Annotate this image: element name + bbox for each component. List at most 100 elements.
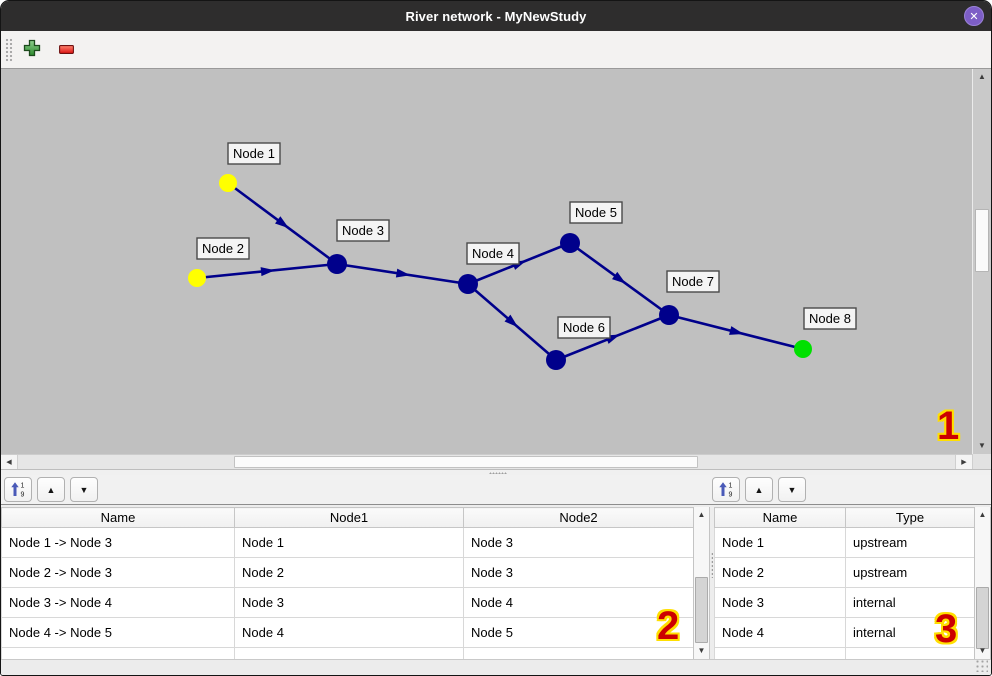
table-cell[interactable]: Node 4 <box>463 587 693 618</box>
table-cell[interactable]: Node 4 <box>714 617 846 648</box>
river-node[interactable] <box>327 254 347 274</box>
node-label-box[interactable] <box>569 201 623 224</box>
table-cell[interactable]: Node 1 -> Node 3 <box>1 527 235 558</box>
table-cell[interactable]: Node 3 <box>463 527 693 558</box>
panel-drag-handle[interactable] <box>710 505 714 659</box>
svg-text:1: 1 <box>729 482 733 489</box>
panel-splitter[interactable] <box>1 469 991 475</box>
table-cell[interactable]: Node 4 -> Node 5 <box>1 617 235 648</box>
close-icon: ✕ <box>969 10 979 23</box>
table-cell[interactable]: internal <box>845 587 974 618</box>
node-label-box[interactable] <box>227 142 281 165</box>
scroll-right-icon[interactable]: ▶ <box>955 455 972 469</box>
node-label-box[interactable] <box>803 307 857 330</box>
river-node[interactable] <box>560 233 580 253</box>
river-node[interactable] <box>458 274 478 294</box>
canvas-vertical-scrollbar[interactable]: ▲ ▼ <box>972 69 991 454</box>
branches-table[interactable]: Name Node1 Node2 Node 1 -> Node 3 Node 1 Node… <box>1 507 693 659</box>
scroll-up-icon[interactable]: ▲ <box>978 510 987 519</box>
node-label-box[interactable] <box>666 270 720 293</box>
table-cell[interactable]: Node 3 -> Node 4 <box>1 587 235 618</box>
drag-handle-dots <box>711 552 713 578</box>
node-label-box[interactable] <box>196 237 250 260</box>
network-svg[interactable]: Node 1 Node 2 Node 3 Node 4 Node 5 Node 6 Node… <box>1 69 972 454</box>
scroll-down-icon[interactable]: ▼ <box>978 646 987 655</box>
window-title: River network - MyNewStudy <box>405 8 587 24</box>
branches-table-scrollbar[interactable]: ▲ ▼ <box>693 507 710 659</box>
river-node[interactable] <box>794 340 812 358</box>
branches-table-panel: Name Node1 Node2 Node 1 -> Node 3 Node 1 Node… <box>1 507 693 659</box>
table-row-empty <box>1 647 693 659</box>
river-node[interactable] <box>546 350 566 370</box>
scroll-left-icon[interactable]: ◀ <box>1 455 18 469</box>
column-header-name[interactable]: Name <box>714 507 846 528</box>
column-header-type[interactable]: Type <box>845 507 974 528</box>
node-label: Node 4 <box>472 246 514 261</box>
column-header-node2[interactable]: Node2 <box>463 507 693 528</box>
table-cell[interactable]: internal <box>845 617 974 648</box>
table-cell[interactable]: Node 2 -> Node 3 <box>1 557 235 588</box>
table-cell[interactable]: upstream <box>845 527 974 558</box>
river-node[interactable] <box>219 174 237 192</box>
table-cell[interactable]: Node 3 <box>714 587 846 618</box>
table-cell[interactable]: Node 3 <box>463 557 693 588</box>
table-row[interactable]: Node 1 -> Node 3 Node 1 Node 3 <box>1 527 693 558</box>
table-cell[interactable]: Node 1 <box>714 527 846 558</box>
vertical-scrollbar-thumb[interactable] <box>976 587 989 649</box>
node-label: Node 6 <box>563 320 605 335</box>
table-row[interactable]: Node 3 internal <box>714 587 974 618</box>
vertical-scrollbar-thumb[interactable] <box>695 577 708 643</box>
nodes-table-scrollbar[interactable]: ▲ ▼ <box>974 507 991 659</box>
table-cell[interactable]: Node 3 <box>234 587 464 618</box>
table-cell[interactable]: Node 5 <box>463 617 693 648</box>
add-button[interactable] <box>19 37 45 63</box>
scroll-down-icon[interactable]: ▼ <box>978 441 986 450</box>
canvas-horizontal-scrollbar[interactable]: ◀ ▶ <box>1 454 972 469</box>
column-header-node1[interactable]: Node1 <box>234 507 464 528</box>
sort-button[interactable]: 1 9 <box>712 477 740 502</box>
move-up-button[interactable]: ▲ <box>745 477 773 502</box>
table-cell[interactable]: Node 2 <box>714 557 846 588</box>
table-cell[interactable]: Node 2 <box>234 557 464 588</box>
toolbar-drag-handle[interactable] <box>5 37 13 62</box>
vertical-scrollbar-thumb[interactable] <box>975 209 989 272</box>
up-triangle-icon: ▲ <box>46 484 56 495</box>
move-down-button[interactable]: ▼ <box>778 477 806 502</box>
node-label-box[interactable] <box>336 219 390 242</box>
move-up-button[interactable]: ▲ <box>37 477 65 502</box>
scroll-up-icon[interactable]: ▲ <box>978 72 986 81</box>
resize-grip[interactable] <box>975 659 988 672</box>
table-cell[interactable]: Node 1 <box>234 527 464 558</box>
river-node[interactable] <box>188 269 206 287</box>
node-label-box[interactable] <box>466 242 520 265</box>
table-row[interactable]: Node 1 upstream <box>714 527 974 558</box>
nodes-table[interactable]: Name Type Node 1 upstream Node 2 upstream Node… <box>714 507 974 659</box>
svg-text:9: 9 <box>729 491 733 497</box>
table-row[interactable]: Node 3 -> Node 4 Node 3 Node 4 <box>1 587 693 618</box>
river-node[interactable] <box>659 305 679 325</box>
column-header-name[interactable]: Name <box>1 507 235 528</box>
node-label-box[interactable] <box>557 316 611 339</box>
table-row[interactable]: Node 4 -> Node 5 Node 4 Node 5 <box>1 617 693 648</box>
node-label: Node 3 <box>342 223 384 238</box>
table-cell[interactable]: upstream <box>845 557 974 588</box>
down-triangle-icon: ▼ <box>79 484 89 495</box>
network-canvas[interactable]: Node 1 Node 2 Node 3 Node 4 Node 5 Node 6 Node… <box>1 69 972 454</box>
move-down-button[interactable]: ▼ <box>70 477 98 502</box>
horizontal-scrollbar-thumb[interactable] <box>234 456 698 468</box>
table-row[interactable]: Node 2 -> Node 3 Node 2 Node 3 <box>1 557 693 588</box>
table-row[interactable]: Node 4 internal <box>714 617 974 648</box>
table-cell[interactable]: Node 4 <box>234 617 464 648</box>
sort-button[interactable]: 1 9 <box>4 477 32 502</box>
close-button[interactable]: ✕ <box>964 6 984 26</box>
table-row-empty <box>714 647 974 659</box>
river-edge-arrow <box>260 267 275 277</box>
node-label: Node 5 <box>575 205 617 220</box>
scroll-down-icon[interactable]: ▼ <box>697 646 706 655</box>
table-row[interactable]: Node 2 upstream <box>714 557 974 588</box>
minus-icon <box>58 42 74 57</box>
remove-button[interactable] <box>53 37 79 63</box>
scroll-up-icon[interactable]: ▲ <box>697 510 706 519</box>
title-bar[interactable]: River network - MyNewStudy ✕ <box>1 1 991 31</box>
